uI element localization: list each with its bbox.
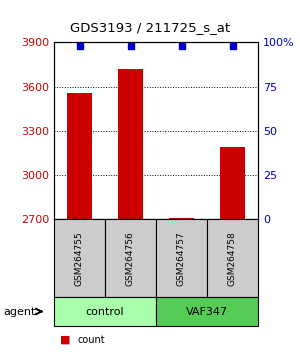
Text: control: control	[86, 307, 124, 316]
Text: GSM264758: GSM264758	[228, 231, 237, 286]
Text: GSM264757: GSM264757	[177, 231, 186, 286]
Bar	[118, 69, 143, 354]
Point	[179, 43, 184, 49]
Text: GSM264755: GSM264755	[75, 231, 84, 286]
Bar	[169, 218, 194, 354]
Text: GSM264756: GSM264756	[126, 231, 135, 286]
Point	[77, 43, 82, 49]
Bar	[67, 93, 92, 354]
Text: GDS3193 / 211725_s_at: GDS3193 / 211725_s_at	[70, 21, 230, 34]
Text: ■: ■	[60, 335, 70, 345]
Point	[230, 43, 235, 49]
Bar	[220, 147, 245, 354]
Text: count: count	[78, 335, 106, 345]
Text: agent: agent	[3, 307, 35, 316]
Point	[128, 43, 133, 49]
Text: VAF347: VAF347	[186, 307, 228, 316]
